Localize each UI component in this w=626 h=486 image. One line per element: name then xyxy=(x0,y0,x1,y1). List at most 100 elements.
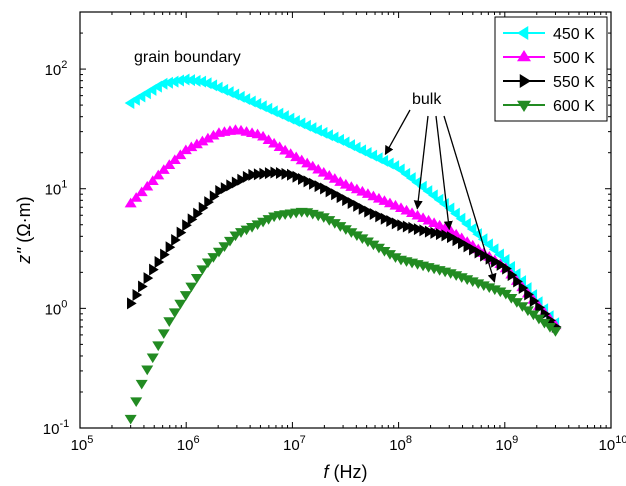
y-axis-title-symbol: z'' xyxy=(14,247,34,264)
data-point xyxy=(444,202,455,215)
data-point xyxy=(253,168,264,181)
data-point xyxy=(264,167,275,180)
data-point xyxy=(499,254,510,267)
x-tick-label-exp: 7 xyxy=(300,434,306,446)
data-point xyxy=(413,223,424,236)
data-point xyxy=(124,197,137,208)
data-point xyxy=(207,253,220,263)
data-point xyxy=(207,129,220,140)
data-point xyxy=(328,219,341,229)
data-point xyxy=(179,73,190,86)
series-450-k xyxy=(124,73,560,330)
y-tick-label-exp: 0 xyxy=(61,298,67,310)
y-tick-label-exp: 2 xyxy=(61,59,67,71)
annotation-bulk: bulk xyxy=(412,91,442,108)
data-point xyxy=(361,237,374,248)
data-point xyxy=(369,207,380,220)
x-tick-label-exp: 10 xyxy=(615,434,626,446)
bulk-arrow xyxy=(443,115,497,283)
data-point xyxy=(502,262,512,275)
data-point xyxy=(190,273,203,284)
data-point xyxy=(190,74,201,87)
data-point xyxy=(342,194,352,207)
data-point xyxy=(124,414,137,425)
data-point xyxy=(138,280,148,293)
data-point xyxy=(353,199,363,212)
y-tick-label: 102 xyxy=(45,59,68,79)
data-point xyxy=(223,236,236,247)
data-point xyxy=(402,220,413,233)
data-point xyxy=(422,185,433,198)
legend-box xyxy=(494,16,608,122)
y-axis-title-unit: (Ω·m) xyxy=(14,196,34,247)
data-point xyxy=(218,242,231,252)
data-point xyxy=(242,170,253,183)
data-point xyxy=(174,149,187,160)
x-axis-title: f (Hz) xyxy=(323,462,367,482)
data-point xyxy=(132,288,143,301)
data-point xyxy=(367,240,380,251)
data-point xyxy=(204,196,214,209)
data-point xyxy=(229,231,242,242)
data-point xyxy=(171,233,181,246)
data-point xyxy=(435,228,446,241)
data-point xyxy=(375,210,385,223)
series-550-k xyxy=(127,166,562,333)
data-point xyxy=(212,247,225,258)
data-point xyxy=(168,154,181,165)
y-axis-title: z'' (Ω·m) xyxy=(14,196,34,264)
data-point xyxy=(345,228,358,238)
data-point xyxy=(146,353,159,364)
data-point xyxy=(174,299,187,310)
x-tick-label: 108 xyxy=(389,434,412,454)
data-point xyxy=(463,240,474,253)
x-tick-label-exp: 6 xyxy=(193,434,199,446)
data-point xyxy=(141,365,154,376)
data-point xyxy=(314,180,325,193)
data-point xyxy=(356,234,369,245)
data-point xyxy=(400,167,411,180)
data-point xyxy=(198,201,209,214)
data-point xyxy=(386,215,396,228)
data-point xyxy=(141,180,154,191)
data-point xyxy=(298,173,308,186)
y-tick-label-base: 10 xyxy=(43,421,60,438)
x-tick-label-base: 10 xyxy=(71,437,88,454)
data-point xyxy=(130,192,143,202)
data-point xyxy=(179,291,192,301)
data-point xyxy=(160,248,170,261)
data-point xyxy=(259,167,270,180)
data-point xyxy=(380,212,391,225)
y-tick-label-base: 10 xyxy=(45,301,62,318)
data-point xyxy=(196,75,207,88)
data-point xyxy=(433,193,444,206)
x-tick-label: 106 xyxy=(177,434,200,454)
data-point xyxy=(455,212,466,225)
data-point xyxy=(450,207,460,220)
data-point xyxy=(549,327,562,337)
data-point xyxy=(279,144,292,155)
data-point xyxy=(157,164,170,174)
data-point xyxy=(424,225,435,238)
x-tick-label-base: 10 xyxy=(389,437,406,454)
x-tick-label-base: 10 xyxy=(495,437,512,454)
data-point xyxy=(149,263,159,276)
data-point xyxy=(303,175,314,188)
data-point xyxy=(193,207,203,220)
data-point xyxy=(163,159,176,169)
data-point xyxy=(446,231,457,244)
data-point xyxy=(430,226,441,239)
data-point xyxy=(347,197,358,210)
data-point xyxy=(268,137,281,148)
data-point xyxy=(488,243,499,256)
y-tick-label-base: 10 xyxy=(45,182,62,199)
data-point xyxy=(320,182,330,195)
data-point xyxy=(513,275,523,288)
axis-ticks xyxy=(79,11,612,429)
data-point xyxy=(469,243,479,256)
data-point xyxy=(152,169,165,180)
data-point xyxy=(237,173,248,186)
data-point xyxy=(480,249,490,262)
